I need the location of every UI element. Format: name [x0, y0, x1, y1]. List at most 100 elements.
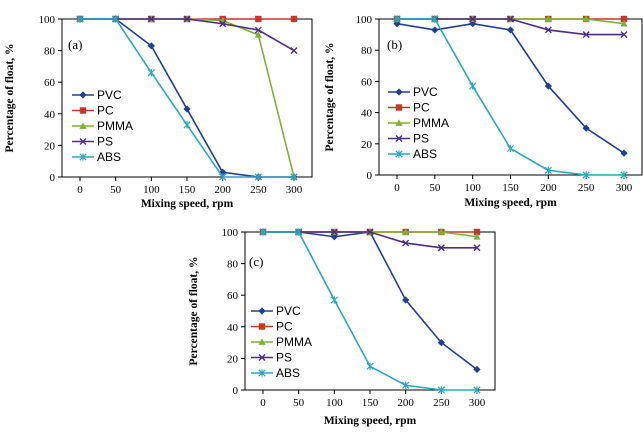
x-tick-label: 250: [433, 397, 450, 409]
data-point: [366, 362, 374, 370]
legend-label: PS: [276, 351, 292, 365]
y-tick-label: 60: [44, 77, 56, 89]
x-tick-label: 50: [110, 184, 122, 196]
data-point: [254, 173, 262, 181]
legend-item: PMMA: [388, 116, 449, 130]
data-point: [402, 381, 410, 389]
series-abs: [259, 228, 481, 394]
x-tick-label: 0: [394, 182, 400, 194]
legend-marker: [258, 323, 266, 330]
data-point: [290, 15, 298, 23]
data-point: [473, 386, 481, 394]
data-point: [402, 239, 410, 247]
panel-label: (a): [68, 37, 82, 52]
x-tick-label: 250: [578, 182, 595, 194]
legend-label: PVC: [413, 85, 438, 99]
y-tick-label: 80: [44, 46, 56, 58]
legend-label: PMMA: [276, 335, 312, 349]
y-tick-label: 0: [233, 385, 239, 397]
legend-marker: [79, 153, 87, 161]
data-point: [183, 121, 191, 129]
data-point: [620, 15, 628, 23]
data-point: [366, 228, 374, 236]
legend-label: PC: [97, 104, 114, 118]
x-tick-label: 200: [397, 397, 414, 409]
data-point: [219, 173, 227, 181]
y-tick-label: 60: [361, 76, 373, 88]
data-point: [402, 228, 410, 235]
legend-marker: [79, 107, 87, 114]
legend-item: PC: [251, 320, 293, 334]
data-point: [469, 15, 477, 23]
data-point: [219, 20, 227, 28]
legend-marker: [395, 104, 403, 111]
data-point: [620, 149, 628, 157]
chart-panel-c: 0 20 40 60 80 100 0 50 100 150 200 250 300 Mixing spe…: [165, 218, 505, 432]
y-tick-label: 20: [227, 353, 239, 365]
y-tick-label: 100: [39, 14, 56, 26]
y-tick-label: 80: [361, 45, 373, 57]
legend-label: PS: [97, 135, 113, 149]
y-tick-label: 0: [50, 172, 56, 184]
x-tick-label: 50: [293, 397, 305, 409]
data-point: [582, 31, 590, 39]
panel-label: (b): [387, 37, 402, 52]
legend-item: PVC: [251, 304, 301, 318]
legend-marker: [395, 150, 403, 158]
data-point: [506, 144, 515, 153]
y-tick-label: 40: [361, 108, 373, 120]
legend-label: ABS: [413, 147, 437, 161]
panel-label: (c): [249, 254, 263, 269]
legend-item: PMMA: [72, 119, 133, 133]
data-point: [620, 31, 628, 39]
data-point: [76, 15, 84, 23]
x-tick-label: 50: [429, 182, 441, 194]
data-point: [330, 228, 338, 236]
chart-a-svg: 0 20 40 60 80 100 0 50 100 150 200 250 300 Mixing spe…: [4, 14, 313, 210]
data-point: [290, 47, 298, 55]
chart-c-svg: 0 20 40 60 80 100 0 50 100 150 200 250 300 Mixing spe…: [188, 227, 496, 427]
x-tick-label: 150: [362, 397, 379, 409]
legend-label: PMMA: [97, 119, 133, 133]
legend-label: PC: [413, 101, 430, 115]
plot-area: [61, 18, 313, 178]
data-point: [147, 42, 155, 50]
data-point: [290, 173, 298, 181]
x-tick-label: 200: [540, 182, 557, 194]
data-point: [259, 228, 267, 236]
y-tick-label: 100: [222, 227, 239, 239]
data-point: [469, 82, 477, 90]
x-tick-label: 0: [77, 184, 83, 196]
legend-marker: [395, 119, 403, 126]
y-tick-label: 0: [367, 170, 373, 182]
legend-item: ABS: [251, 366, 300, 380]
x-tick-label: 250: [250, 184, 267, 196]
data-point: [330, 296, 338, 304]
data-point: [183, 105, 191, 113]
y-tick-label: 40: [227, 322, 239, 334]
legend-item: PVC: [388, 85, 438, 99]
chart-panel-a: 0 20 40 60 80 100 0 50 100 150 200 250 300 Mixing spe…: [0, 0, 320, 215]
data-point: [147, 15, 155, 23]
data-point: [473, 233, 481, 240]
y-tick-label: 80: [227, 259, 239, 271]
data-point: [437, 386, 445, 394]
y-axis-title: Percentage of float, %: [324, 43, 336, 152]
x-tick-label: 300: [469, 397, 486, 409]
data-point: [506, 26, 515, 34]
x-tick-label: 100: [464, 182, 481, 194]
y-axis-title: Percentage of float, %: [4, 44, 16, 153]
data-point: [473, 228, 481, 236]
legend-marker: [79, 91, 87, 99]
legend-item: PC: [72, 104, 114, 118]
legend-marker: [258, 338, 266, 345]
y-tick-label: 40: [44, 109, 56, 121]
legend-marker: [79, 138, 87, 145]
series-abs: [393, 15, 628, 179]
y-tick-label: 60: [227, 290, 239, 302]
y-axis-title: Percentage of float, %: [188, 257, 200, 366]
x-tick-label: 100: [326, 397, 343, 409]
